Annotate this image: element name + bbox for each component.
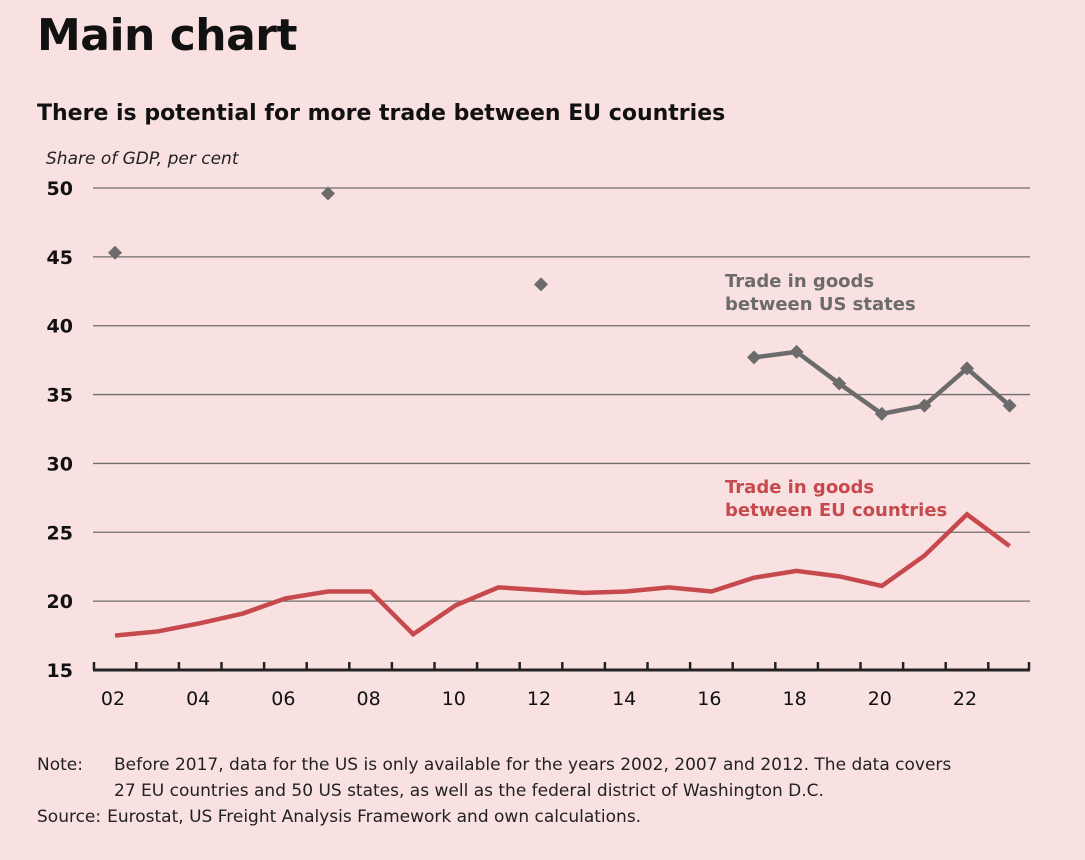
series-line-us: [753, 349, 1012, 417]
x-tick-label: 22: [953, 688, 977, 710]
source-text: Eurostat, US Freight Analysis Framework …: [107, 807, 642, 827]
y-tick-label: 50: [47, 178, 73, 200]
series-label-eu: Trade in goods: [725, 477, 874, 498]
y-tick-label: 20: [47, 591, 73, 613]
series-line-eu: [114, 511, 1011, 638]
series-label-us: between US states: [725, 294, 916, 315]
x-tick-label: 12: [527, 688, 551, 710]
chart-note: Note: Before 2017, data for the US is onl…: [37, 752, 951, 830]
x-tick-label: 06: [271, 688, 295, 710]
note-label: Note:: [37, 755, 83, 775]
us-data-point: [321, 186, 335, 201]
page-title: Main chart: [37, 10, 298, 61]
x-tick-label: 18: [783, 688, 807, 710]
x-tick-label: 04: [186, 688, 210, 710]
y-tick-label: 30: [47, 453, 73, 475]
note-text-2: 27 EU countries and 50 US states, as wel…: [114, 781, 824, 801]
y-tick-label: 40: [47, 316, 73, 338]
note-text-1: Before 2017, data for the US is only ava…: [114, 755, 952, 775]
y-tick-label: 15: [47, 660, 73, 682]
us-data-point: [1002, 398, 1017, 413]
y-tick-label: 25: [47, 522, 73, 544]
us-data-point: [960, 361, 974, 376]
chart-title: There is potential for more trade betwee…: [37, 101, 726, 126]
us-data-point: [874, 406, 889, 421]
y-tick-label: 35: [47, 385, 73, 407]
x-tick-label: 20: [868, 688, 892, 710]
x-tick-label: 08: [357, 688, 381, 710]
source-label: Source:: [37, 807, 102, 827]
x-tick-label: 14: [612, 688, 636, 710]
x-tick-label: 10: [442, 688, 466, 710]
line-chart: 15 20 25 30 35 40 45 50 02 04 06 08 10 12 14 16 18 20 22 Tr…: [47, 178, 1031, 710]
us-data-point: [789, 344, 804, 359]
x-tick-label: 02: [101, 688, 125, 710]
us-data-point: [108, 245, 122, 260]
us-data-point: [832, 376, 847, 391]
y-axis-label: Share of GDP, per cent: [46, 149, 239, 169]
x-tick-label: 16: [697, 688, 721, 710]
us-data-point: [747, 350, 761, 365]
us-data-point: [917, 398, 932, 413]
us-data-point: [534, 277, 548, 292]
series-label-eu: between EU countries: [725, 500, 947, 521]
y-tick-label: 45: [47, 247, 73, 269]
series-label-us: Trade in goods: [725, 271, 874, 292]
